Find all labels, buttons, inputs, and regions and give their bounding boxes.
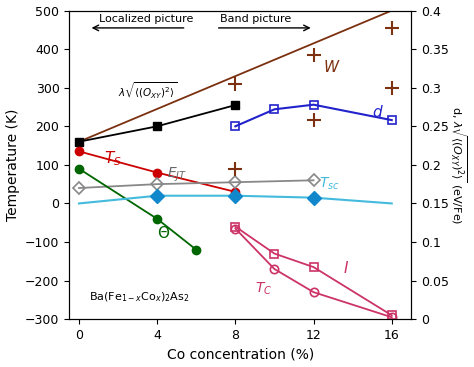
Text: $E_{JT}$: $E_{JT}$ bbox=[167, 165, 187, 184]
Y-axis label: d, $\lambda\sqrt{\langle(O_{XY})^2\rangle}$ (eV/Fe): d, $\lambda\sqrt{\langle(O_{XY})^2\rangl… bbox=[448, 106, 468, 224]
Text: Ba(Fe$_{1-x}$Co$_{x}$)$_2$As$_2$: Ba(Fe$_{1-x}$Co$_{x}$)$_2$As$_2$ bbox=[89, 290, 189, 304]
Text: Band picture: Band picture bbox=[220, 14, 291, 24]
Text: $W$: $W$ bbox=[323, 59, 341, 75]
Text: $I$: $I$ bbox=[343, 260, 349, 276]
Text: Localized picture: Localized picture bbox=[99, 14, 193, 24]
Text: $\Theta$: $\Theta$ bbox=[157, 225, 170, 241]
Text: $T_{sc}$: $T_{sc}$ bbox=[319, 175, 340, 192]
Text: $T_C$: $T_C$ bbox=[255, 280, 272, 297]
X-axis label: Co concentration (%): Co concentration (%) bbox=[167, 348, 314, 361]
Text: $\lambda\sqrt{\langle(O_{XY})^2\rangle}$: $\lambda\sqrt{\langle(O_{XY})^2\rangle}$ bbox=[118, 80, 177, 100]
Text: $d$: $d$ bbox=[372, 103, 384, 120]
Text: $T_S$: $T_S$ bbox=[104, 149, 122, 168]
Y-axis label: Temperature (K): Temperature (K) bbox=[6, 109, 19, 221]
